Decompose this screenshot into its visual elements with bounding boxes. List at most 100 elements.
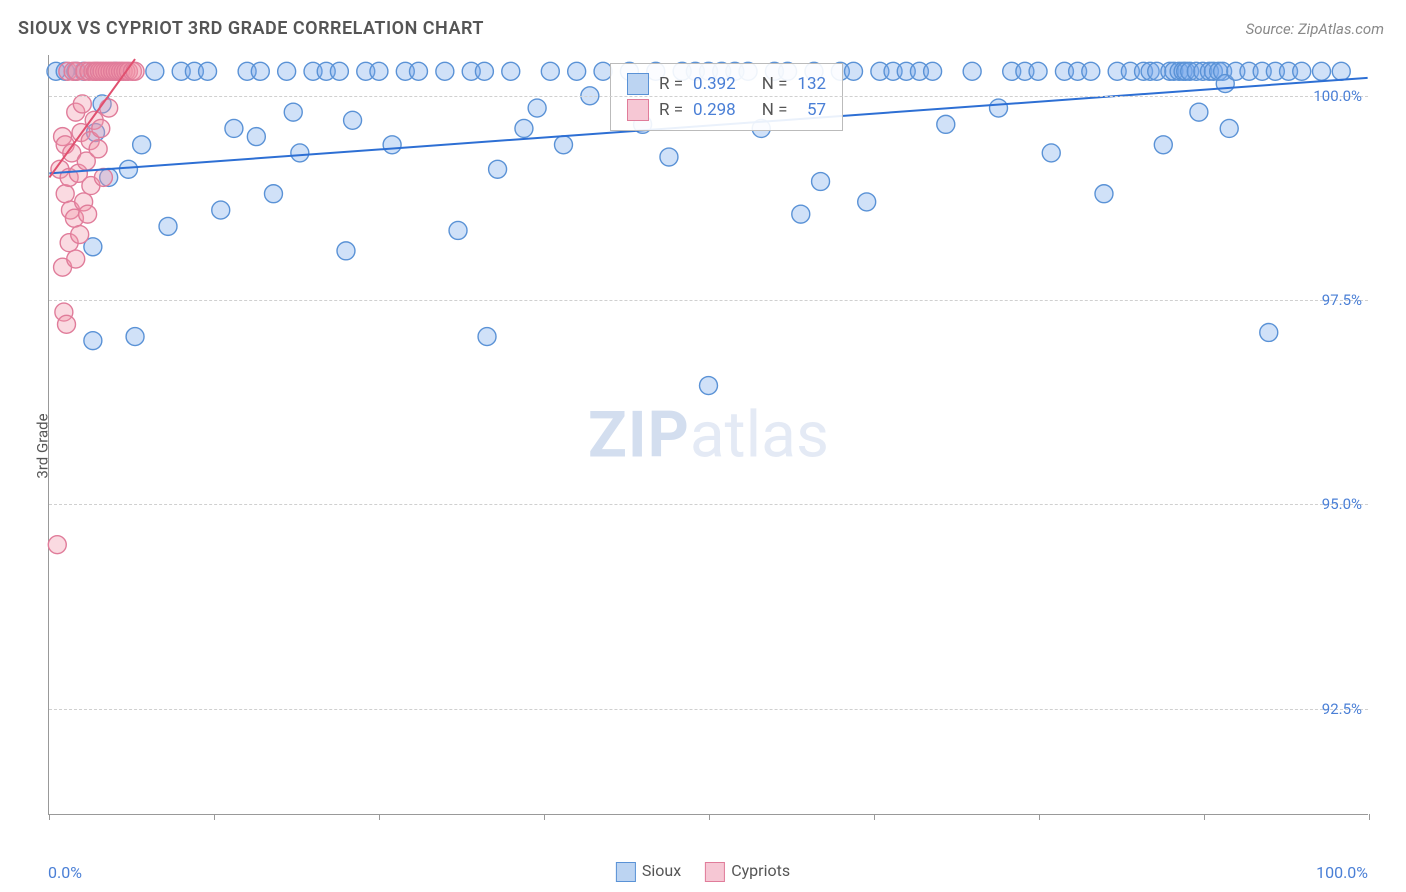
legend-swatch-icon [627, 99, 649, 121]
stat-n-label: N = [758, 98, 792, 122]
gridline [49, 96, 1368, 97]
data-point [568, 62, 586, 80]
data-point [48, 536, 66, 554]
data-point [1095, 185, 1113, 203]
data-point [1042, 144, 1060, 162]
x-tick [1369, 814, 1370, 820]
data-point [146, 62, 164, 80]
plot-area: ZIPatlas R = 0.392 N = 132 R = 0.298 N =… [48, 55, 1368, 815]
data-point [1293, 62, 1311, 80]
y-tick-label: 92.5% [1322, 700, 1362, 718]
data-point [409, 62, 427, 80]
data-point [502, 62, 520, 80]
data-point [278, 62, 296, 80]
legend-swatch-icon [627, 73, 649, 95]
data-point [449, 221, 467, 239]
data-point [792, 205, 810, 223]
x-tick [214, 814, 215, 820]
data-point [94, 168, 112, 186]
data-point [330, 62, 348, 80]
data-point [247, 128, 265, 146]
data-point [478, 328, 496, 346]
data-point [436, 62, 454, 80]
x-tick [709, 814, 710, 820]
data-point [71, 226, 89, 244]
data-point [990, 99, 1008, 117]
data-point [56, 185, 74, 203]
stat-n-value: 132 [793, 72, 830, 96]
x-tick [874, 814, 875, 820]
data-point [370, 62, 388, 80]
series-legend: Sioux Cypriots [616, 861, 790, 882]
data-point [344, 111, 362, 129]
x-tick [1039, 814, 1040, 820]
legend-label: Cypriots [731, 861, 790, 880]
data-point [1220, 119, 1238, 137]
legend-label: Sioux [642, 861, 681, 880]
data-point [924, 62, 942, 80]
data-point [133, 136, 151, 154]
stat-n-label: N = [758, 72, 792, 96]
data-point [515, 119, 533, 137]
data-point [58, 315, 76, 333]
y-tick-label: 97.5% [1322, 291, 1362, 309]
stat-n-value: 57 [793, 98, 830, 122]
data-point [225, 119, 243, 137]
data-point [337, 242, 355, 260]
x-tick [379, 814, 380, 820]
gridline [49, 504, 1368, 505]
stat-r-label: R = [655, 98, 687, 122]
x-tick [49, 814, 50, 820]
x-axis-min-label: 0.0% [48, 863, 82, 882]
data-point [126, 328, 144, 346]
legend-swatch-icon [616, 862, 636, 882]
data-point [700, 377, 718, 395]
data-point [383, 136, 401, 154]
y-tick-label: 100.0% [1313, 87, 1362, 105]
data-point [73, 95, 91, 113]
data-point [79, 205, 97, 223]
chart-container: SIOUX VS CYPRIOT 3RD GRADE CORRELATION C… [0, 0, 1406, 892]
data-point [291, 144, 309, 162]
data-point [528, 99, 546, 117]
data-point [212, 201, 230, 219]
data-point [92, 119, 110, 137]
data-point [1154, 136, 1172, 154]
data-point [159, 217, 177, 235]
stat-r-value: 0.392 [689, 72, 740, 96]
data-point [660, 148, 678, 166]
data-point [89, 140, 107, 158]
data-point [264, 185, 282, 203]
data-point [845, 62, 863, 80]
stats-legend-box: R = 0.392 N = 132 R = 0.298 N = 57 [610, 63, 843, 131]
scatter-svg [49, 55, 1368, 814]
data-point [126, 62, 144, 80]
data-point [475, 62, 493, 80]
gridline [49, 300, 1368, 301]
data-point [284, 103, 302, 121]
data-point [1082, 62, 1100, 80]
data-point [67, 250, 85, 268]
data-point [1029, 62, 1047, 80]
y-tick-label: 95.0% [1322, 495, 1362, 513]
data-point [489, 160, 507, 178]
stat-r-value: 0.298 [689, 98, 740, 122]
legend-swatch-icon [705, 862, 725, 882]
data-point [1260, 323, 1278, 341]
data-point [963, 62, 981, 80]
stat-r-label: R = [655, 72, 687, 96]
legend-item: Cypriots [705, 861, 790, 882]
data-point [1190, 103, 1208, 121]
x-tick [544, 814, 545, 820]
chart-title: SIOUX VS CYPRIOT 3RD GRADE CORRELATION C… [18, 18, 484, 39]
data-point [1313, 62, 1331, 80]
gridline [49, 709, 1368, 710]
data-point [555, 136, 573, 154]
data-point [541, 62, 559, 80]
x-tick [1204, 814, 1205, 820]
chart-source: Source: ZipAtlas.com [1246, 20, 1384, 38]
x-axis-max-label: 100.0% [1316, 863, 1368, 882]
data-point [100, 99, 118, 117]
data-point [251, 62, 269, 80]
data-point [199, 62, 217, 80]
